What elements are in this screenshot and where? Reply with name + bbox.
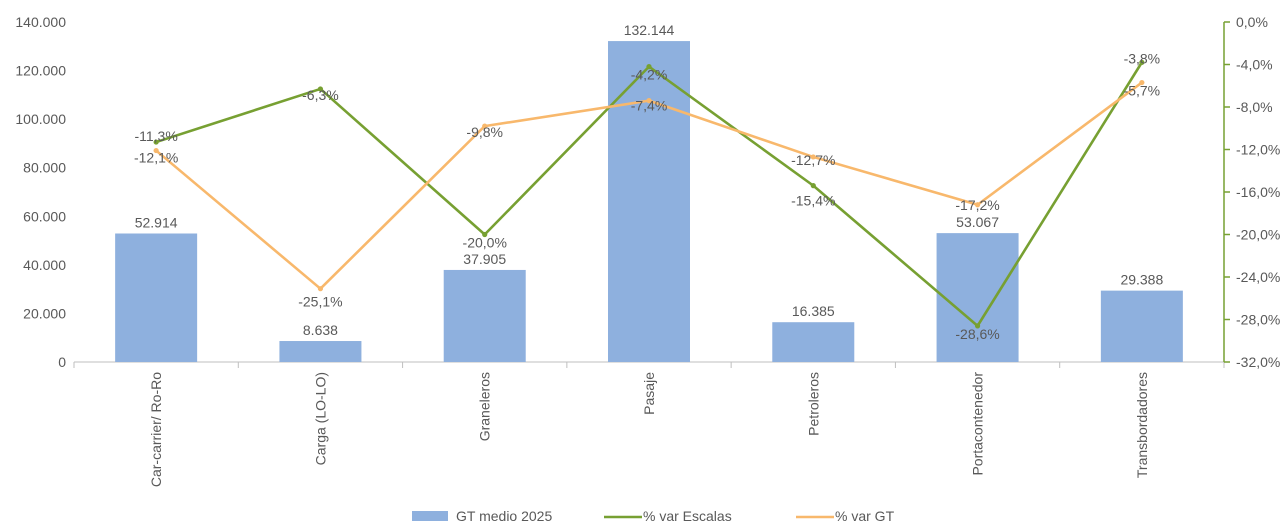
bar	[936, 233, 1019, 362]
legend-swatch-gt-medio	[412, 511, 448, 521]
category-label: Carga (LO-LO)	[312, 372, 328, 465]
point-var-escalas	[810, 183, 816, 189]
category-axis-labels: Car-carrier/ Ro-Ro Carga (LO-LO) Granelero…	[148, 372, 1150, 487]
line-value-label-gt: -25,1%	[298, 294, 342, 310]
bar-value-label: 29.388	[1120, 272, 1163, 288]
left-y-tick-label: 20.000	[23, 305, 66, 321]
bar	[608, 41, 690, 362]
point-var-gt	[810, 154, 816, 160]
right-y-tick-label: -12,0%	[1236, 142, 1280, 158]
point-var-escalas	[974, 323, 981, 329]
bar-value-label: 52.914	[135, 214, 178, 230]
line-value-label-gt: -7,4%	[631, 98, 668, 114]
left-y-tick-label: 60.000	[23, 208, 66, 224]
point-var-escalas	[153, 139, 159, 145]
line-value-label-gt: -12,1%	[134, 150, 178, 166]
category-label: Petroleros	[805, 372, 821, 436]
point-var-escalas	[646, 64, 652, 70]
data-labels: 52.914 8.638 37.905 132.144 16.385 53.067 29.3…	[134, 22, 1164, 342]
right-y-tick-label: -16,0%	[1236, 184, 1280, 200]
point-var-escalas	[482, 231, 488, 238]
point-var-escalas	[317, 86, 324, 92]
bar	[772, 322, 855, 362]
line-value-label-escalas: -11,3%	[134, 128, 177, 144]
bar-value-label: 132.144	[624, 22, 675, 38]
point-var-escalas	[1139, 59, 1145, 65]
line-value-label-escalas: -6,3%	[302, 87, 339, 103]
right-y-tick-label: -32,0%	[1236, 354, 1280, 370]
left-y-tick-label: 120.000	[15, 63, 66, 79]
category-label: Transbordadores	[1134, 372, 1150, 478]
right-y-axis: 0,0% -4,0% -8,0% -12,0% -16,0% -20,0% -24,0% -2…	[1223, 14, 1280, 370]
bar-value-label: 8.638	[303, 322, 338, 338]
right-y-tick-label: -20,0%	[1236, 227, 1280, 243]
legend-label-gt-medio: GT medio 2025	[456, 508, 552, 524]
left-y-tick-label: 100.000	[15, 111, 66, 127]
bar-value-label: 53.067	[956, 214, 999, 230]
left-y-tick-label: 140.000	[15, 14, 66, 30]
category-label: Portacontenedor	[970, 372, 986, 476]
legend-label-var-gt: % var GT	[835, 508, 895, 524]
bar	[279, 341, 362, 362]
left-y-tick-label: 0	[58, 354, 66, 370]
line-value-label-escalas: -3,8%	[1124, 50, 1161, 66]
right-y-tick-label: -28,0%	[1236, 312, 1280, 328]
point-var-gt	[974, 202, 981, 208]
line-value-label-escalas: -28,6%	[955, 326, 999, 342]
legend: GT medio 2025 % var Escalas % var GT	[412, 508, 895, 524]
category-label: Pasaje	[641, 372, 657, 415]
bar	[443, 269, 526, 362]
bar	[115, 233, 198, 362]
right-y-tick-label: 0,0%	[1236, 14, 1268, 30]
bar-value-label: 16.385	[792, 303, 835, 319]
right-y-tick-label: -8,0%	[1236, 99, 1273, 115]
line-value-label-escalas: -4,2%	[631, 67, 668, 83]
legend-label-var-escalas: % var Escalas	[643, 508, 732, 524]
line-value-label-gt: -17,2%	[955, 197, 999, 213]
line-value-label-escalas: -15,4%	[791, 193, 835, 209]
line-value-label-escalas: -20,0%	[463, 235, 507, 251]
left-y-tick-label: 80.000	[23, 160, 66, 176]
point-var-gt	[1139, 79, 1145, 86]
point-var-gt	[482, 123, 488, 129]
right-y-tick-label: -24,0%	[1236, 269, 1280, 285]
bar-value-label: 37.905	[463, 251, 506, 267]
point-var-gt	[317, 286, 324, 292]
point-var-gt	[153, 147, 159, 154]
left-y-tick-label: 40.000	[23, 257, 66, 273]
line-value-label-gt: -12,7%	[791, 152, 835, 168]
bar	[1100, 290, 1183, 362]
category-label: Car-carrier/ Ro-Ro	[148, 372, 164, 487]
line-series	[153, 59, 1145, 329]
category-label: Graneleros	[477, 372, 493, 441]
point-var-gt	[646, 98, 652, 104]
right-y-tick-label: -4,0%	[1236, 57, 1273, 73]
line-value-label-gt: -9,8%	[466, 124, 503, 140]
line-value-label-gt: -5,7%	[1124, 83, 1161, 99]
bar-series	[115, 41, 1183, 362]
